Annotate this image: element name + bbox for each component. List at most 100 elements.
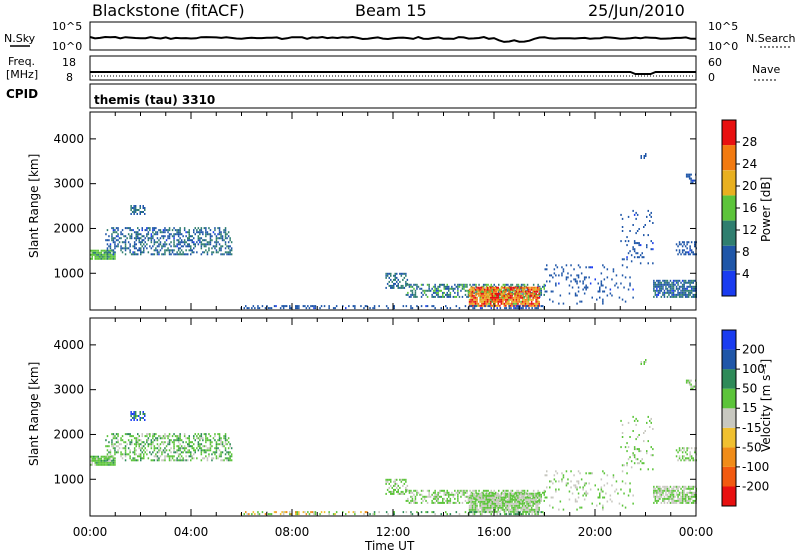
power-cell (483, 302, 486, 305)
power-cell (105, 249, 107, 252)
velocity-cell (503, 510, 506, 513)
power-cell (523, 300, 525, 303)
velocity-cell (479, 506, 481, 509)
velocity-cell (170, 455, 172, 458)
power-cell (123, 247, 125, 250)
power-cell (174, 229, 177, 232)
velocity-cell (218, 433, 221, 436)
velocity-cell (688, 381, 691, 384)
power-cell (538, 304, 540, 307)
power-cell (394, 274, 396, 277)
power-cell (295, 305, 297, 308)
velocity-cell (627, 458, 630, 461)
velocity-cell (108, 445, 110, 448)
velocity-cell (507, 493, 509, 496)
power-cell (690, 177, 692, 180)
velocity-cell (523, 498, 525, 501)
velocity-cell (156, 457, 159, 460)
velocity-cell (672, 497, 675, 500)
power-cell (143, 243, 145, 246)
velocity-cell (334, 513, 336, 516)
power-cell (156, 249, 159, 252)
velocity-cell (471, 508, 474, 511)
velocity-cell (690, 497, 693, 500)
power-cell (477, 294, 480, 297)
velocity-cell (480, 506, 483, 509)
velocity-cell (171, 457, 174, 460)
power-cell (653, 279, 655, 282)
velocity-cell (540, 493, 542, 496)
velocity-cell (134, 411, 137, 413)
power-cell (176, 233, 178, 236)
velocity-cell (179, 443, 181, 446)
power-cell (193, 231, 195, 234)
velocity-cell (90, 459, 92, 462)
velocity-cell (675, 501, 678, 504)
velocity-cell (215, 447, 218, 450)
power-cell (354, 307, 356, 310)
power-cell (505, 288, 507, 291)
power-cell (688, 177, 691, 180)
velocity-cell (652, 448, 654, 451)
power-cell (121, 241, 124, 244)
power-cell (692, 285, 694, 288)
velocity-cell (524, 498, 527, 501)
power-cell (535, 292, 537, 295)
power-cell (532, 302, 534, 305)
power-cell (626, 256, 628, 259)
colorbar-segment (722, 120, 736, 146)
velocity-cell (532, 508, 534, 511)
power-cell (218, 229, 221, 232)
power-cell (137, 227, 139, 230)
velocity-cell (505, 496, 507, 499)
power-cell (515, 296, 518, 299)
power-cell (602, 290, 604, 293)
power-cell (127, 247, 130, 250)
velocity-cell (621, 470, 624, 473)
velocity-cell (451, 493, 453, 496)
power-cell (684, 293, 687, 296)
velocity-cell (440, 513, 442, 516)
power-cell (152, 227, 154, 230)
velocity-cell (476, 492, 478, 495)
power-cell (482, 283, 485, 286)
velocity-cell (440, 495, 442, 498)
power-cell (694, 241, 696, 244)
velocity-cell (473, 494, 475, 497)
velocity-cell (190, 453, 192, 456)
velocity-cell (162, 459, 165, 462)
velocity-cell (635, 448, 637, 451)
power-cell (431, 305, 433, 308)
velocity-cell (681, 491, 684, 494)
velocity-cell (677, 485, 679, 488)
power-cell (91, 255, 93, 258)
power-cell (108, 251, 110, 254)
velocity-cell (188, 441, 190, 444)
power-cell (208, 249, 210, 252)
velocity-cell (480, 502, 483, 505)
power-cell (485, 288, 487, 291)
velocity-cell (208, 447, 210, 450)
power-cell (296, 305, 298, 308)
power-cell (111, 235, 113, 238)
velocity-cell (133, 411, 135, 413)
power-cell (490, 296, 492, 299)
velocity-cell (516, 513, 518, 516)
velocity-cell (660, 495, 663, 498)
power-cell (477, 286, 480, 289)
velocity-cell (479, 504, 481, 507)
power-cell (132, 251, 134, 254)
power-cell (464, 293, 467, 296)
velocity-cell (490, 498, 492, 501)
velocity-cell (141, 433, 143, 436)
velocity-cell (466, 501, 468, 504)
power-cell (114, 245, 116, 248)
velocity-cell (657, 499, 660, 502)
power-cell (538, 300, 540, 303)
power-cell (514, 290, 516, 293)
power-cell (109, 251, 112, 254)
velocity-cell (200, 453, 203, 456)
power-cell (400, 286, 403, 289)
power-cell (215, 245, 218, 248)
velocity-cell (683, 459, 685, 462)
